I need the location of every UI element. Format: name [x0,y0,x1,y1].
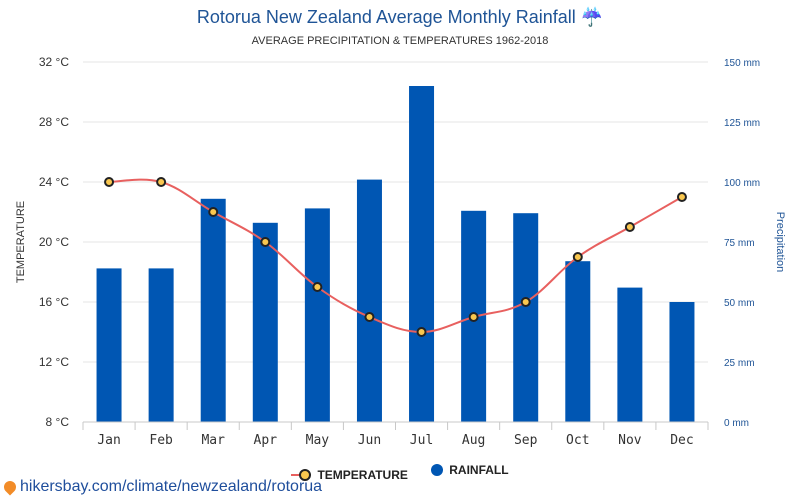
legend-item-temperature[interactable]: TEMPERATURE [291,468,408,482]
rainfall-bar [96,268,122,422]
rainfall-bar [565,261,591,422]
left-axis-tick-label: 12 °C [39,355,69,369]
rainfall-bar [200,198,226,422]
temperature-point [520,297,531,307]
legend-line-icon [291,474,300,476]
rainfall-bar [304,208,330,422]
right-axis-title: Precipitation [774,212,786,273]
x-axis-tick-label: Feb [149,433,173,448]
x-axis-tick-label: Dec [670,433,693,448]
legend-dot-icon [431,464,444,476]
rainfall-bar [617,287,643,422]
temperature-point [260,237,271,247]
legend-label-temperature: TEMPERATURE [317,468,408,482]
left-axis-tick-label: 28 °C [39,115,69,129]
x-axis-tick-label: Aug [462,433,485,448]
temperature-point [364,312,375,322]
source-link[interactable]: hikersbay.com/climate/newzealand/rotorua [1,478,323,496]
rainfall-temperature-chart: 8 °C 0 mm 12 °C 25 mm 16 °C 50 mm 20 °C 75 mm 24… [15,55,786,448]
x-axis-tick-label: Mar [201,433,225,448]
rainfall-bar [669,302,695,422]
x-axis-tick-label: Jun [358,433,381,448]
temperature-point [208,207,219,217]
location-pin-icon [1,478,19,496]
left-axis-tick-label: 24 °C [39,175,69,189]
temperature-point [676,192,687,202]
temperature-line [109,178,683,334]
chart-subtitle: AVERAGE PRECIPITATION & TEMPERATURES 196… [251,35,549,47]
x-axis-tick-label: Sep [514,433,538,448]
x-axis-tick-label: Jan [97,433,120,448]
legend-label-rainfall: RAINFALL [449,463,509,477]
right-axis-tick-label: 100 mm [724,178,760,189]
temperature-point [312,282,323,292]
rainfall-bar [356,179,382,422]
legend-marker-icon [299,469,312,481]
temperature-point [572,252,583,262]
temperature-point [468,312,479,322]
rainfall-bar [252,222,278,422]
rainfall-bar [513,213,539,422]
left-axis-tick-label: 8 °C [46,415,70,429]
rainfall-bar [409,86,435,422]
temperature-point [416,327,427,337]
legend-item-rainfall[interactable]: RAINFALL [431,463,509,477]
right-axis-tick-label: 150 mm [724,58,760,69]
temperature-point [624,222,635,232]
temperature-point [104,177,115,187]
left-axis-title: TEMPERATURE [15,201,27,283]
right-axis-tick-label: 125 mm [724,118,760,129]
left-axis-tick-label: 16 °C [39,295,69,309]
x-axis-tick-label: Apr [254,433,278,448]
left-axis-tick-label: 20 °C [39,235,69,249]
x-axis-tick-label: May [306,433,330,448]
right-axis-tick-label: 25 mm [724,358,755,369]
rainfall-bar [148,268,174,422]
right-axis-tick-label: 50 mm [724,298,755,309]
source-link-text: hikersbay.com/climate/newzealand/rotorua [20,478,323,495]
left-axis-tick-label: 32 °C [39,55,69,69]
x-axis-tick-label: Oct [566,433,589,448]
right-axis-tick-label: 75 mm [724,238,755,249]
x-axis-tick-label: Jul [410,433,433,448]
x-axis-tick-label: Nov [618,433,642,448]
chart-title: Rotorua New Zealand Average Monthly Rain… [196,7,604,27]
right-axis-tick-label: 0 mm [724,418,749,429]
temperature-point [156,177,167,187]
chart-legend: TEMPERATURE RAINFALL [0,463,800,482]
